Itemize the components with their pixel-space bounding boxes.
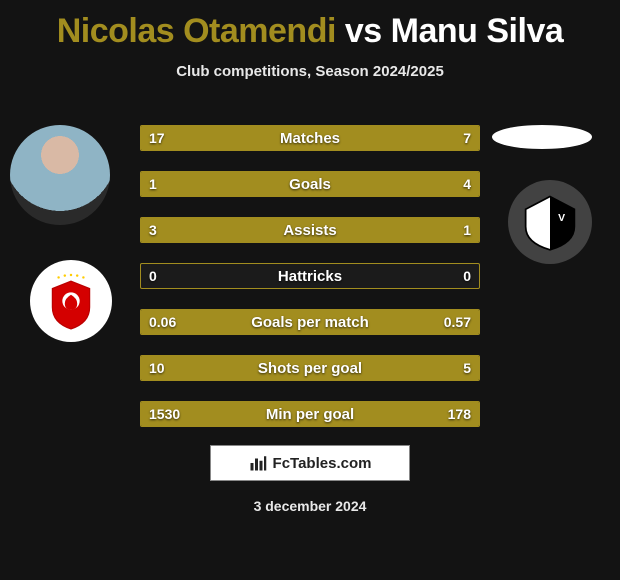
bar-fill-right [366,356,479,380]
stat-row: 177Matches [140,125,480,151]
subtitle: Club competitions, Season 2024/2025 [0,63,620,80]
bar-fill-right [395,218,480,242]
comparison-title: Nicolas Otamendi vs Manu Silva [0,0,620,51]
bar-fill-right [380,126,479,150]
svg-text:V: V [558,213,565,224]
player2-club-logo: V [508,180,592,264]
stats-bars: 177Matches 14Goals 31Assists 0 0Hattricks 0.0… [140,125,480,447]
stat-label: Hattricks [141,264,479,288]
bar-fill-left [141,402,444,426]
player1-name: Nicolas Otamendi [57,12,336,50]
vs-separator: vs [345,12,382,50]
stat-row: 0 0Hattricks [140,263,480,289]
stat-row: 0.060.57Goals per match [140,309,480,335]
stat-value-right: 0 [455,264,479,288]
site-name: FcTables.com [273,455,372,472]
player1-club-logo [30,260,112,342]
bar-fill-left [141,310,173,334]
stat-row: 105Shots per goal [140,355,480,381]
stat-row: 1530178Min per goal [140,401,480,427]
bar-fill-right [173,310,479,334]
vitoria-crest-icon: V [521,193,579,251]
stat-row: 14Goals [140,171,480,197]
bar-fill-right [209,172,479,196]
bar-fill-right [444,402,479,426]
barchart-icon [249,454,267,472]
stat-value-left: 0 [141,264,165,288]
bar-fill-left [141,356,366,380]
footer-date: 3 december 2024 [0,498,620,514]
player1-photo [10,125,110,225]
stat-row: 31Assists [140,217,480,243]
site-footer-logo: FcTables.com [210,445,410,481]
player2-photo-placeholder [492,125,592,149]
bar-fill-left [141,126,380,150]
bar-fill-left [141,218,395,242]
bar-fill-left [141,172,209,196]
player2-name: Manu Silva [391,12,564,50]
benfica-crest-icon [40,270,102,332]
